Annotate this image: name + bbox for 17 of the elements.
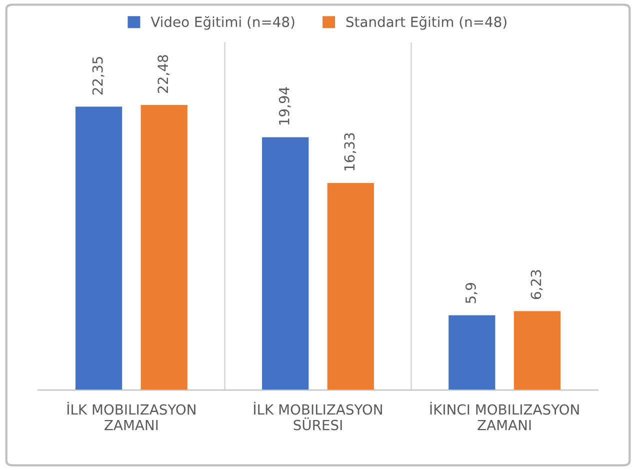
bar: [75, 106, 122, 390]
bar: [140, 105, 188, 390]
data-label: 16,33: [344, 133, 356, 170]
x-tick-label: İKINCI MOBILIZASYON ZAMANI: [430, 402, 579, 430]
bar: [327, 183, 374, 390]
x-tick-label: İLK MOBILIZASYON ZAMANI: [67, 402, 196, 430]
data-label: 5,9: [465, 283, 478, 304]
x-tick-label: İLK MOBILIZASYON SÜRESI: [254, 402, 382, 430]
bar: [448, 315, 496, 390]
legend-label: Standart Eğitim (n=48): [346, 16, 506, 30]
data-label: 19,94: [278, 87, 291, 125]
bar: [262, 137, 309, 390]
data-label: 22,48: [158, 55, 170, 93]
bar: [514, 311, 561, 390]
data-label: 22,35: [92, 57, 104, 95]
data-label: 6,23: [530, 270, 543, 300]
legend-label: Video Eğitimi (n=48): [150, 16, 294, 30]
